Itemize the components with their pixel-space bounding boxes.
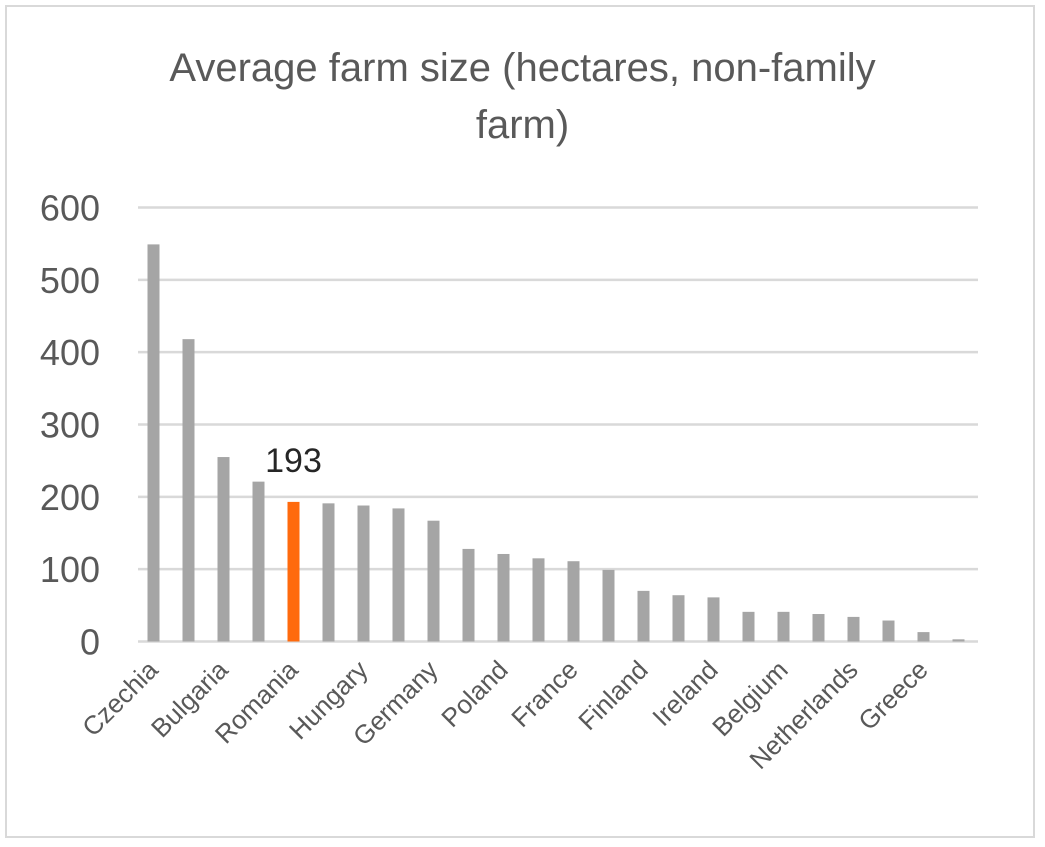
bar — [392, 508, 405, 642]
x-tick-label: Greece — [852, 655, 934, 737]
bar — [777, 611, 790, 642]
y-tick-label: 600 — [40, 188, 100, 229]
bar — [322, 503, 335, 642]
y-tick-label: 500 — [40, 260, 100, 301]
bar — [917, 632, 930, 642]
title-line-2: farm) — [475, 103, 570, 147]
bar — [637, 590, 650, 642]
x-tick-label: Poland — [435, 655, 513, 733]
bar — [497, 553, 510, 642]
bar — [847, 616, 860, 642]
bar — [217, 457, 230, 642]
bar-highlight — [287, 501, 300, 642]
bar — [532, 558, 545, 642]
bar — [252, 481, 265, 642]
bar — [882, 620, 895, 642]
bar — [147, 244, 160, 642]
bar — [812, 614, 825, 642]
bar — [672, 595, 685, 642]
chart-title: Average farm size (hectares, non-family … — [0, 40, 1045, 154]
y-tick-label: 0 — [80, 622, 100, 663]
bar — [462, 548, 475, 642]
chart-frame — [5, 5, 1035, 838]
x-tick-label: France — [505, 655, 583, 733]
bar — [602, 569, 615, 642]
bar — [952, 639, 965, 642]
bar — [567, 561, 580, 642]
title-line-1: Average farm size (hectares, non-family — [169, 46, 876, 90]
y-tick-label: 300 — [40, 405, 100, 446]
bar — [707, 597, 720, 642]
y-tick-label: 400 — [40, 332, 100, 373]
x-tick-label: Finland — [572, 655, 654, 737]
data-label: 193 — [265, 442, 322, 480]
bar — [357, 505, 370, 642]
bar — [742, 611, 755, 642]
bar — [427, 520, 440, 642]
y-tick-label: 100 — [40, 549, 100, 590]
bar — [182, 339, 195, 642]
y-tick-label: 200 — [40, 477, 100, 518]
